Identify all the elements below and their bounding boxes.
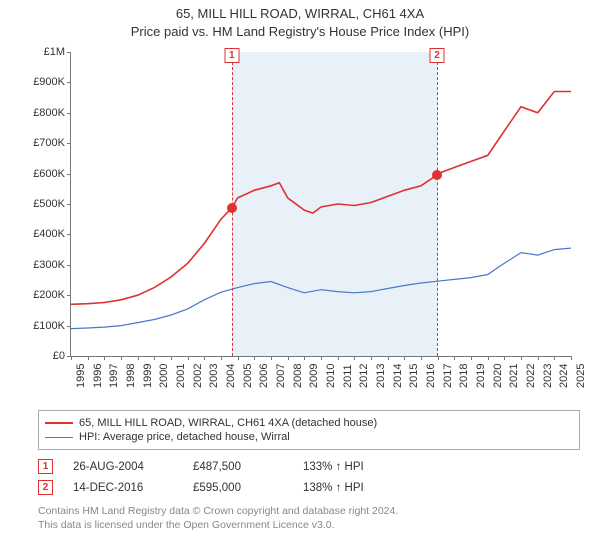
y-axis-label: £200K bbox=[23, 289, 65, 301]
x-axis-tick bbox=[488, 356, 489, 360]
y-axis-label: £1M bbox=[23, 46, 65, 58]
x-axis-tick bbox=[504, 356, 505, 360]
x-axis-tick bbox=[304, 356, 305, 360]
x-axis-tick bbox=[554, 356, 555, 360]
legend-swatch bbox=[45, 422, 73, 424]
x-axis-tick bbox=[521, 356, 522, 360]
legend-label: 65, MILL HILL ROAD, WIRRAL, CH61 4XA (de… bbox=[79, 417, 377, 429]
footnote: Contains HM Land Registry data © Crown c… bbox=[38, 504, 580, 532]
x-axis-tick bbox=[138, 356, 139, 360]
x-axis-tick bbox=[538, 356, 539, 360]
x-axis-tick bbox=[271, 356, 272, 360]
x-axis-tick bbox=[88, 356, 89, 360]
x-axis-tick bbox=[321, 356, 322, 360]
legend-swatch bbox=[45, 437, 73, 438]
x-axis-tick bbox=[238, 356, 239, 360]
title-line-1: 65, MILL HILL ROAD, WIRRAL, CH61 4XA bbox=[0, 5, 600, 23]
x-axis-tick bbox=[421, 356, 422, 360]
x-axis-tick bbox=[204, 356, 205, 360]
x-axis-tick bbox=[388, 356, 389, 360]
series-property bbox=[71, 92, 571, 305]
lines-svg bbox=[71, 52, 571, 356]
chart-title: 65, MILL HILL ROAD, WIRRAL, CH61 4XA Pri… bbox=[0, 0, 600, 40]
x-axis-tick bbox=[121, 356, 122, 360]
x-axis-tick bbox=[221, 356, 222, 360]
x-axis-tick bbox=[371, 356, 372, 360]
x-axis-tick bbox=[104, 356, 105, 360]
x-axis-tick bbox=[71, 356, 72, 360]
event-date: 26-AUG-2004 bbox=[73, 461, 173, 473]
x-axis-tick bbox=[404, 356, 405, 360]
x-axis-tick bbox=[438, 356, 439, 360]
x-axis-tick bbox=[188, 356, 189, 360]
x-axis-tick bbox=[254, 356, 255, 360]
x-axis-tick bbox=[471, 356, 472, 360]
legend: 65, MILL HILL ROAD, WIRRAL, CH61 4XA (de… bbox=[38, 410, 580, 450]
legend-item: 65, MILL HILL ROAD, WIRRAL, CH61 4XA (de… bbox=[45, 416, 573, 430]
y-axis-label: £900K bbox=[23, 76, 65, 88]
series-hpi bbox=[71, 248, 571, 329]
y-axis-label: £800K bbox=[23, 107, 65, 119]
event-hpi-rel: 138% ↑ HPI bbox=[303, 482, 364, 494]
event-badge-icon: 1 bbox=[38, 459, 53, 474]
y-axis-label: £500K bbox=[23, 198, 65, 210]
x-axis-tick bbox=[354, 356, 355, 360]
event-price: £595,000 bbox=[193, 482, 283, 494]
x-axis-tick bbox=[171, 356, 172, 360]
event-row: 2 14-DEC-2016 £595,000 138% ↑ HPI bbox=[38, 477, 580, 498]
y-axis-label: £400K bbox=[23, 228, 65, 240]
chart-area: £0 £100K £200K £300K £400K £500K £600K £700K £80… bbox=[20, 44, 580, 404]
legend-item: HPI: Average price, detached house, Wirr… bbox=[45, 430, 573, 444]
x-axis-tick bbox=[454, 356, 455, 360]
x-axis-tick bbox=[154, 356, 155, 360]
y-axis-label: £100K bbox=[23, 320, 65, 332]
event-price: £487,500 bbox=[193, 461, 283, 473]
footnote-line-2: This data is licensed under the Open Gov… bbox=[38, 518, 580, 532]
sale-marker-icon bbox=[432, 170, 442, 180]
events-list: 1 26-AUG-2004 £487,500 133% ↑ HPI 2 14-D… bbox=[38, 456, 580, 498]
sale-marker-icon bbox=[227, 203, 237, 213]
event-date: 14-DEC-2016 bbox=[73, 482, 173, 494]
x-axis-tick bbox=[288, 356, 289, 360]
plot-region: £0£100K£200K£300K£400K£500K£600K£700K£80… bbox=[70, 52, 571, 357]
event-row: 1 26-AUG-2004 £487,500 133% ↑ HPI bbox=[38, 456, 580, 477]
footnote-line-1: Contains HM Land Registry data © Crown c… bbox=[38, 504, 580, 518]
y-axis-label: £700K bbox=[23, 137, 65, 149]
y-axis-label: £300K bbox=[23, 259, 65, 271]
x-axis-tick bbox=[338, 356, 339, 360]
legend-label: HPI: Average price, detached house, Wirr… bbox=[79, 431, 290, 443]
event-hpi-rel: 133% ↑ HPI bbox=[303, 461, 364, 473]
event-badge-icon: 2 bbox=[38, 480, 53, 495]
title-line-2: Price paid vs. HM Land Registry's House … bbox=[0, 23, 600, 41]
y-axis-label: £0 bbox=[23, 350, 65, 362]
x-axis-tick bbox=[571, 356, 572, 360]
y-axis-label: £600K bbox=[23, 168, 65, 180]
